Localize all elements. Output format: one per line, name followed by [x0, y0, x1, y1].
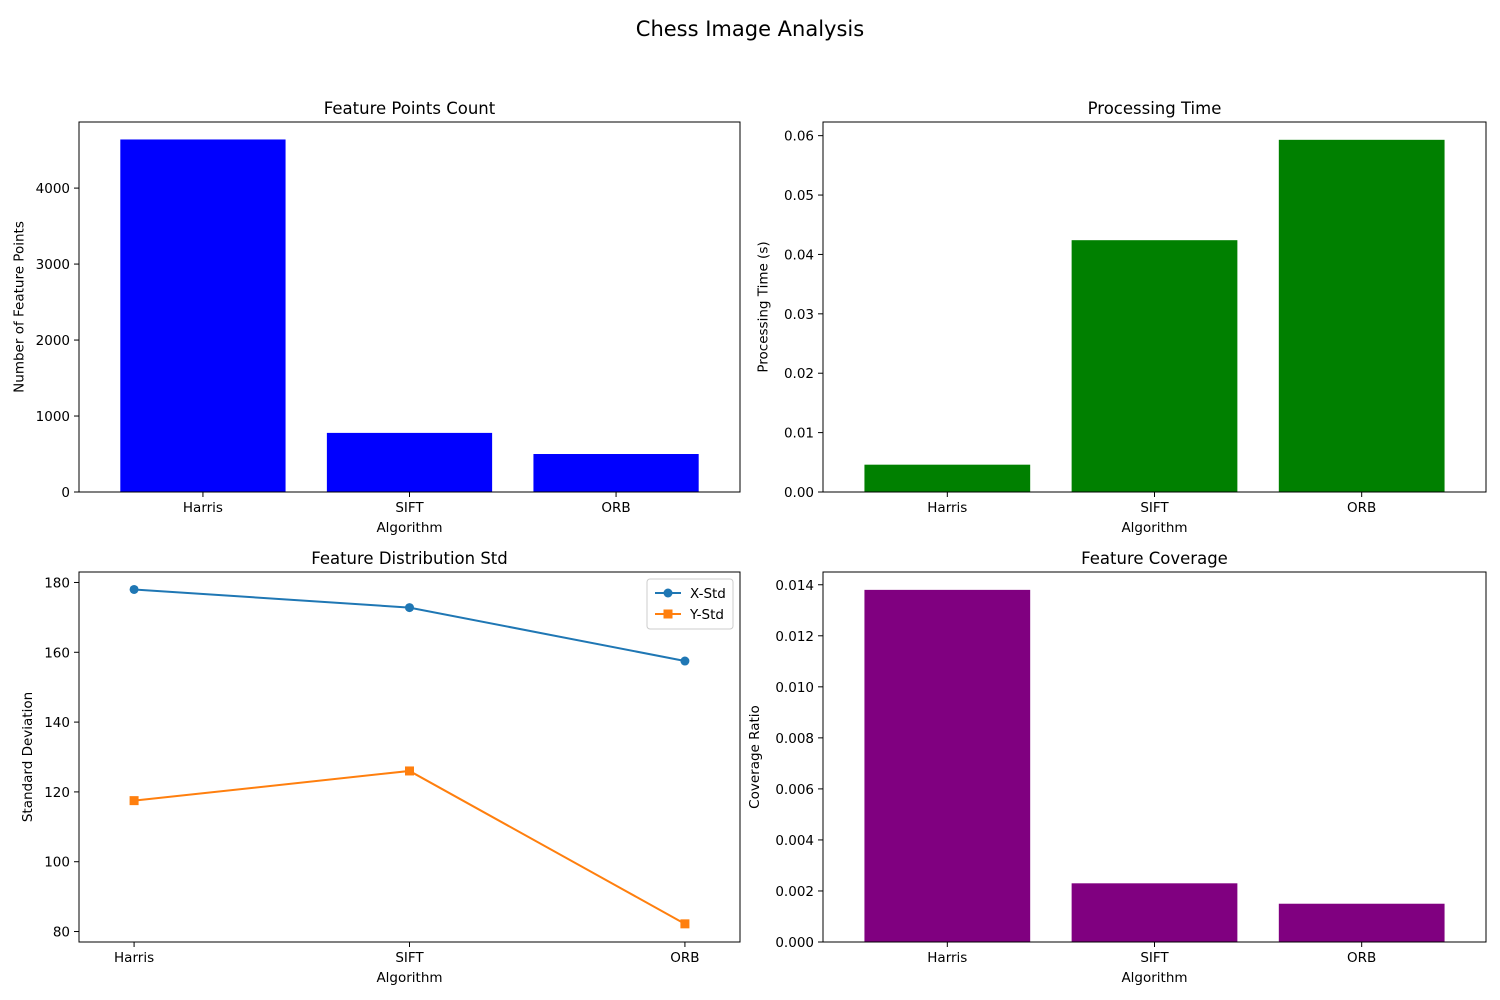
bar-harris — [864, 589, 1031, 942]
x-tick-label: ORB — [1347, 500, 1376, 516]
y-tick-label: 0.02 — [784, 366, 814, 382]
bar-orb — [1278, 139, 1445, 492]
chart-title: Feature Coverage — [1081, 549, 1228, 568]
x-tick-label: SIFT — [1140, 950, 1169, 966]
legend-label-y-std: Y-Std — [689, 607, 724, 623]
y-tick-label: 0 — [61, 485, 70, 501]
feature-points-count-chart: Harris SIFT ORB 0 1000 2000 3000 4000 Feature Po… — [12, 99, 741, 536]
processing-time-chart: Harris SIFT ORB 0.00 0.01 0.02 0.03 0.04 0.05 0.0… — [756, 99, 1487, 536]
legend-label-x-std: X-Std — [690, 586, 726, 602]
y-tick-label: 100 — [44, 855, 70, 871]
y-axis-label: Number of Feature Points — [12, 221, 28, 393]
y-tick-label: 0.01 — [784, 426, 814, 442]
axes-frame — [78, 571, 741, 943]
bar-orb — [533, 454, 699, 492]
bar-sift — [1071, 883, 1238, 942]
x-tick-label: SIFT — [1140, 500, 1169, 516]
legend-marker-y-std — [663, 609, 673, 619]
x-axis-label: Algorithm — [1121, 970, 1187, 986]
y-tick-label: 80 — [53, 925, 70, 941]
y-tick-label: 0.06 — [784, 129, 814, 145]
x-axis-label: Algorithm — [1121, 520, 1187, 536]
y-tick-label: 0.05 — [784, 188, 814, 204]
x-tick-label: Harris — [927, 500, 967, 516]
series-line-x-std — [134, 588, 686, 662]
y-tick-label: 0.00 — [784, 485, 814, 501]
y-tick-label: 0.012 — [775, 629, 814, 645]
y-tick-label: 2000 — [36, 333, 70, 349]
point-y-std-harris — [129, 796, 139, 806]
y-tick-label: 0.04 — [784, 247, 814, 263]
y-tick-label: 140 — [44, 715, 70, 731]
chart-title: Feature Distribution Std — [311, 549, 508, 568]
point-y-std-sift — [405, 766, 414, 776]
y-tick-label: 0.004 — [775, 833, 814, 849]
y-axis-label: Processing Time (s) — [756, 241, 772, 372]
y-tick-label: 0.014 — [775, 578, 814, 594]
bar-orb — [1278, 903, 1445, 942]
bar-sift — [326, 432, 493, 492]
bar-harris — [120, 139, 286, 492]
bar-harris — [864, 464, 1031, 492]
y-tick-label: 0.03 — [784, 307, 814, 323]
y-tick-label: 0.010 — [775, 680, 814, 696]
y-tick-label: 0.002 — [775, 884, 814, 900]
x-tick-label: Harris — [114, 950, 154, 966]
y-axis-label: Coverage Ratio — [747, 705, 763, 809]
y-tick-label: 4000 — [36, 181, 70, 197]
y-axis-label: Standard Deviation — [20, 692, 36, 822]
x-axis-label: Algorithm — [376, 970, 442, 986]
legend-marker-x-std — [663, 588, 673, 598]
x-axis-label: Algorithm — [376, 520, 442, 536]
point-x-std-harris — [129, 584, 139, 594]
point-y-std-orb — [680, 919, 690, 929]
x-tick-label: Harris — [927, 950, 967, 966]
y-tick-label: 3000 — [36, 257, 70, 273]
feature-coverage-chart: Harris SIFT ORB 0.000 0.002 0.004 0.006 0.008 0.… — [747, 549, 1487, 986]
y-tick-label: 0.006 — [775, 782, 814, 798]
x-tick-label: ORB — [1347, 950, 1376, 966]
chart-title: Processing Time — [1088, 99, 1222, 118]
chart-title: Feature Points Count — [324, 99, 496, 118]
y-tick-label: 120 — [44, 785, 70, 801]
x-tick-label: Harris — [183, 500, 223, 516]
y-tick-label: 180 — [44, 575, 70, 591]
x-tick-label: ORB — [670, 950, 699, 966]
x-tick-label: SIFT — [395, 950, 424, 966]
x-tick-label: SIFT — [395, 500, 424, 516]
point-x-std-orb — [680, 656, 690, 666]
series-line-y-std — [133, 769, 686, 925]
bar-sift — [1071, 240, 1238, 492]
y-tick-label: 0.000 — [775, 935, 814, 951]
point-x-std-sift — [405, 603, 414, 613]
y-tick-label: 0.008 — [775, 731, 814, 747]
x-tick-label: ORB — [601, 500, 630, 516]
figure-title: Chess Image Analysis — [636, 17, 864, 41]
feature-distribution-std-chart: Harris SIFT ORB 80 100 120 140 160 180 Feature Di… — [20, 549, 741, 986]
y-tick-label: 160 — [44, 645, 70, 661]
y-tick-label: 1000 — [36, 409, 70, 425]
